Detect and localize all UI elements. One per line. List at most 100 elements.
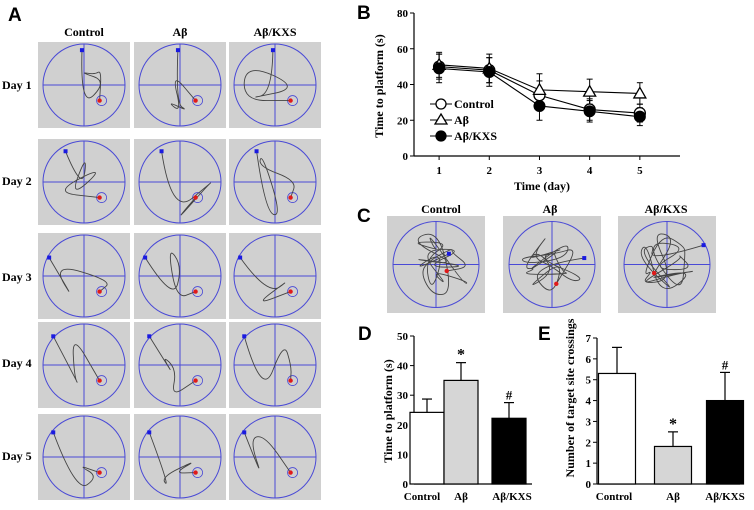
swim-path (256, 151, 295, 216)
maze-trial-day2-kxs (229, 139, 321, 225)
platform-ring (192, 286, 203, 297)
y-tick-label: 3 (586, 416, 592, 428)
swim-path (239, 257, 291, 302)
platform-marker (288, 378, 293, 383)
data-point-kxs (483, 65, 496, 78)
panel-letter-a: A (8, 5, 22, 26)
panel-b-line-chart: 0 20 40 60 80 1 2 3 4 5 (397, 8, 680, 177)
platform-marker (288, 98, 293, 103)
y-tick-label: 1 (586, 458, 592, 470)
panel-d: Time to platform (s) 0 10 20 30 40 50 Control *… (381, 331, 532, 503)
x-tick-label: 1 (436, 165, 442, 177)
bar-0 (597, 372, 637, 485)
platform-ring (96, 375, 107, 386)
platform-ring (287, 286, 298, 297)
panel-e-bar-chart: 0 1 2 3 4 5 6 7 Control * Aβ # Aβ/KXS (586, 333, 745, 503)
platform-marker (193, 470, 198, 475)
start-marker (51, 334, 56, 339)
panel-letter-d: D (358, 324, 372, 345)
probe-trial-row (387, 216, 716, 313)
legend-marker-control (435, 98, 447, 110)
probe-trial-kxs (618, 216, 716, 313)
platform-marker (288, 289, 293, 294)
start-marker (254, 149, 259, 154)
maze-trial-day1-ab (134, 42, 226, 128)
y-tick-label: 30 (397, 390, 409, 402)
y-tick-label: 20 (397, 420, 409, 432)
maze-trial-day4-ab (134, 322, 226, 408)
start-marker (238, 255, 243, 260)
y-tick-label: 50 (397, 331, 409, 343)
data-point-ab (632, 86, 647, 99)
platform-ring (96, 286, 107, 297)
swim-path (161, 151, 212, 216)
platform-marker (193, 289, 198, 294)
panel-d-bar-chart: 0 10 20 30 40 50 Control * Aβ # Aβ/KXS (397, 331, 532, 503)
platform-marker (193, 195, 198, 200)
y-tick-label: 40 (397, 80, 409, 92)
platform-marker (97, 470, 102, 475)
panel-b: Time to platform (s) Time (day) 0 20 40 60 8… (372, 8, 680, 193)
platform-marker (288, 195, 293, 200)
x-tick-label: 2 (487, 165, 493, 177)
panel-b-y-label: Time to platform (s) (372, 34, 386, 137)
panel-e: Number of target site crossings 0 1 2 3 4 5 6 7… (563, 318, 745, 503)
swim-path (243, 336, 292, 381)
maze-trial-day4-kxs (229, 322, 321, 408)
maze-trial-day3-ab (134, 233, 226, 319)
panel-a-header-kxs: Aβ/KXS (254, 25, 297, 39)
start-marker (582, 256, 587, 261)
maze-trial-grid (38, 42, 321, 500)
y-tick-label: 6 (586, 354, 592, 366)
day-label-5: Day 5 (2, 449, 32, 463)
maze-trial-day3-kxs (229, 233, 321, 319)
swim-path (52, 336, 100, 383)
day-label-4: Day 4 (2, 356, 32, 370)
panel-b-legend: Control Aβ Aβ/KXS (430, 97, 497, 143)
start-marker (147, 334, 152, 339)
maze-trial-day3-control (38, 233, 130, 319)
panel-a-header-ab: Aβ (173, 25, 188, 39)
maze-trial-day1-kxs (229, 42, 321, 128)
y-tick-label: 2 (586, 437, 592, 449)
category-label: Control (404, 491, 440, 503)
panel-e-y-label: Number of target site crossings (563, 318, 577, 477)
platform-ring (287, 375, 298, 386)
swim-path (170, 50, 196, 110)
panel-letter-c: C (357, 206, 371, 227)
y-tick-label: 5 (586, 375, 592, 387)
start-marker (270, 48, 275, 53)
start-marker (147, 430, 152, 435)
category-label: Aβ/KXS (492, 491, 531, 503)
start-marker (159, 149, 164, 154)
swim-path (417, 233, 468, 295)
x-tick-label: 4 (587, 165, 593, 177)
platform-marker (193, 98, 198, 103)
start-marker (701, 243, 706, 248)
maze-trial-day5-control (38, 414, 130, 500)
y-tick-label: 10 (397, 449, 409, 461)
legend-label-control: Control (454, 97, 494, 111)
swim-path (243, 50, 291, 102)
bar-2 (705, 399, 745, 485)
y-tick-label: 7 (586, 333, 592, 345)
category-label: Aβ (454, 491, 468, 503)
panel-letter-b: B (357, 3, 371, 24)
platform-ring (287, 467, 298, 478)
start-marker (242, 430, 247, 435)
start-marker (446, 251, 451, 256)
panel-letter-e: E (538, 324, 551, 345)
swim-path (148, 432, 196, 484)
probe-trial-ab (503, 216, 601, 313)
panel-c-header-control: Control (421, 202, 461, 216)
platform-marker (444, 268, 449, 274)
significance-annotation: # (506, 388, 513, 403)
swim-path (81, 50, 102, 101)
platform-marker (651, 270, 657, 276)
legend-marker-ab (433, 112, 449, 125)
legend-label-ab: Aβ (454, 113, 469, 127)
swim-path (522, 238, 585, 291)
y-tick-label: 0 (586, 479, 592, 491)
swim-path (243, 432, 291, 473)
